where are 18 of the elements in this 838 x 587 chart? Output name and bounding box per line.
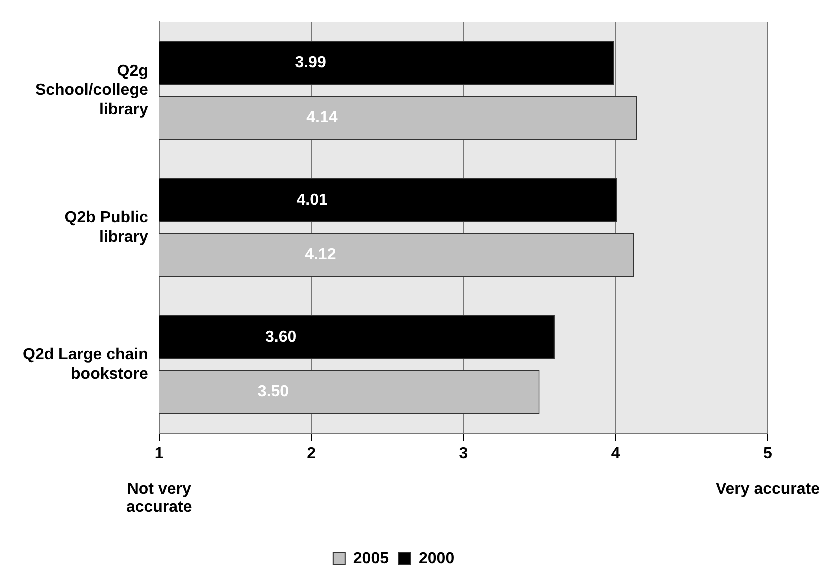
x-tick-label: 4 <box>611 445 620 462</box>
data-label: 4.12 <box>305 246 336 264</box>
text: Very accurate <box>714 480 822 499</box>
y-tick-label: Q2b Public library <box>64 210 148 246</box>
x-tick-label: 1 <box>154 445 164 462</box>
data-label: 3.99 <box>295 54 326 72</box>
x-tick-label: 3 <box>459 445 468 462</box>
data-label: 4.01 <box>296 192 328 209</box>
text: Not very accurate <box>125 480 194 517</box>
legend-label: 2000 <box>419 550 455 568</box>
x-tick-label: 5 <box>764 445 773 462</box>
data-label: 4.14 <box>306 110 338 127</box>
data-label: 3.60 <box>266 328 297 346</box>
x-tick-label: 2 <box>307 445 316 462</box>
y-tick-label: Q2g School/college library <box>35 62 148 118</box>
legend-label: 2005 <box>353 550 390 568</box>
y-tick-label: Q2d Large chain bookstore <box>22 346 148 383</box>
data-label: 3.50 <box>258 384 290 401</box>
